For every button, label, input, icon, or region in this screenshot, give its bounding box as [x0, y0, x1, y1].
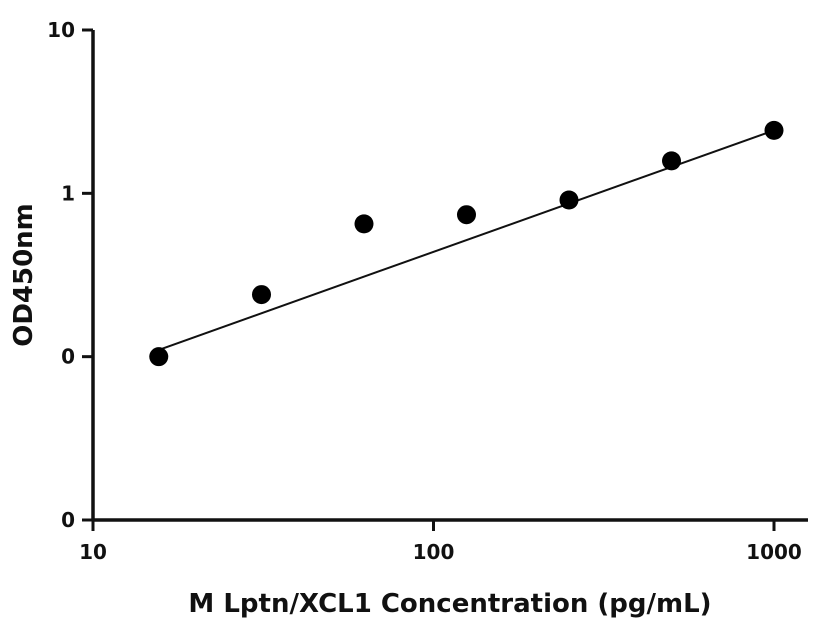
axes — [91, 30, 808, 522]
data-point — [456, 205, 476, 225]
y-tick-label: 10 — [47, 18, 75, 42]
data-point — [559, 190, 579, 210]
data-point — [251, 285, 271, 305]
data-points — [149, 120, 784, 367]
y-tick-label: 0 — [61, 508, 75, 532]
y-tick-label: 0 — [61, 345, 75, 369]
fit-line — [158, 129, 775, 351]
ticks: 10 100 1000 0 0 1 10 — [47, 18, 802, 564]
x-axis-title: M Lptn/XCL1 Concentration (pg/mL) — [188, 589, 711, 619]
data-point — [149, 347, 169, 367]
x-tick-label: 1000 — [746, 540, 802, 564]
data-point — [354, 214, 374, 234]
y-tick-label: 1 — [61, 181, 75, 205]
fit-line-group — [158, 129, 775, 351]
y-axis-title: OD450nm — [9, 203, 39, 347]
data-point — [764, 120, 784, 140]
x-tick-label: 100 — [413, 540, 455, 564]
x-tick-label: 10 — [79, 540, 107, 564]
data-point — [661, 151, 681, 171]
